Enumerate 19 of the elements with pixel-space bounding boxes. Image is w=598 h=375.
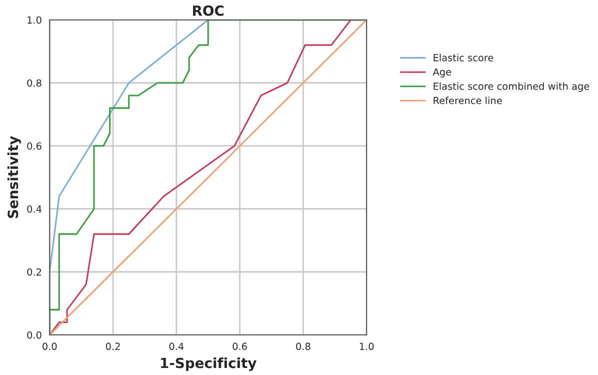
legend-label: Reference line bbox=[434, 96, 502, 104]
legend-label: Age bbox=[432, 68, 452, 78]
x-tick-label: 0.2 bbox=[106, 342, 120, 350]
y-tick-label: 1.0 bbox=[28, 16, 42, 24]
legend-label: Elastic score bbox=[434, 54, 494, 62]
x-tick-label: 0.6 bbox=[232, 342, 247, 350]
y-tick-label: 0.4 bbox=[27, 205, 42, 213]
y-tick-label: 0.6 bbox=[27, 142, 42, 150]
y-tick-label: 0.8 bbox=[27, 79, 42, 87]
x-tick-label: 1.0 bbox=[360, 342, 374, 350]
legend-label: Elastic score combined with age bbox=[434, 82, 590, 92]
y-tick-label: 0.2 bbox=[27, 268, 42, 276]
x-axis-title: 1-Specificity bbox=[161, 357, 256, 372]
x-tick-label: 0.0 bbox=[42, 342, 57, 350]
y-axis-title: Sensitivity bbox=[7, 136, 21, 218]
x-tick-label: 0.8 bbox=[296, 342, 310, 350]
x-tick-label: 0.4 bbox=[169, 342, 184, 350]
y-tick-label: 0.0 bbox=[27, 331, 42, 339]
chart-title: ROC bbox=[193, 5, 224, 16]
